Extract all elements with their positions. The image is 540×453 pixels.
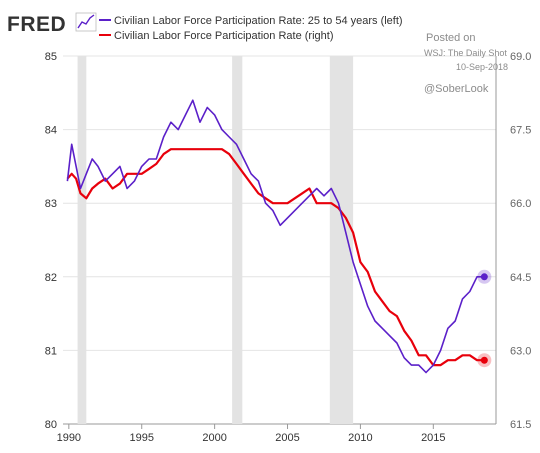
- right-axis-ticks: 61.5 63.0 64.5 66.0 67.5 69.0: [510, 51, 531, 431]
- legend-label-right: Civilian Labor Force Participation Rate …: [114, 30, 333, 42]
- left-tick-label: 83: [45, 198, 57, 210]
- right-tick-label: 69.0: [510, 51, 531, 63]
- recession-band: [232, 56, 243, 424]
- recession-bands: [77, 56, 354, 424]
- left-tick-label: 85: [45, 51, 57, 63]
- fred-logo: FRED: [7, 13, 66, 36]
- recession-band: [329, 56, 354, 424]
- posted-annotation: Posted on WSJ: The Daily Shot 10-Sep-201…: [424, 32, 508, 95]
- annotation-source: WSJ: The Daily Shot: [424, 48, 507, 58]
- end-marker: [480, 273, 488, 281]
- right-tick-label: 63.0: [510, 345, 531, 357]
- annotation-posted-on: Posted on: [426, 32, 476, 44]
- x-tick-label: 1995: [129, 432, 153, 444]
- legend: Civilian Labor Force Participation Rate:…: [99, 15, 403, 42]
- left-tick-label: 82: [45, 272, 57, 284]
- left-axis-ticks: 80 81 82 83 84 85: [45, 51, 57, 431]
- right-tick-label: 64.5: [510, 272, 531, 284]
- x-axis-ticks: 1990 1995 2000 2005 2010 2015: [57, 424, 446, 444]
- left-tick-label: 80: [45, 419, 57, 431]
- sparkline-icon: [75, 12, 97, 32]
- right-tick-label: 67.5: [510, 125, 531, 137]
- left-tick-label: 84: [45, 125, 57, 137]
- x-tick-label: 1990: [57, 432, 81, 444]
- legend-label-left: Civilian Labor Force Participation Rate:…: [114, 15, 403, 27]
- x-tick-label: 2010: [348, 432, 372, 444]
- grid-lines: [63, 55, 497, 425]
- series-line-total: [66, 148, 485, 367]
- left-tick-label: 81: [45, 345, 57, 357]
- right-tick-label: 66.0: [510, 198, 531, 210]
- recession-band: [77, 56, 87, 424]
- series-line-25-54: [66, 99, 485, 374]
- right-tick-label: 61.5: [510, 419, 531, 431]
- x-tick-label: 2000: [202, 432, 226, 444]
- x-tick-label: 2015: [421, 432, 445, 444]
- series-layer: [66, 99, 492, 374]
- annotation-date: 10-Sep-2018: [456, 62, 508, 72]
- end-marker: [480, 356, 488, 364]
- x-tick-label: 2005: [275, 432, 299, 444]
- annotation-handle: @SoberLook: [424, 83, 489, 95]
